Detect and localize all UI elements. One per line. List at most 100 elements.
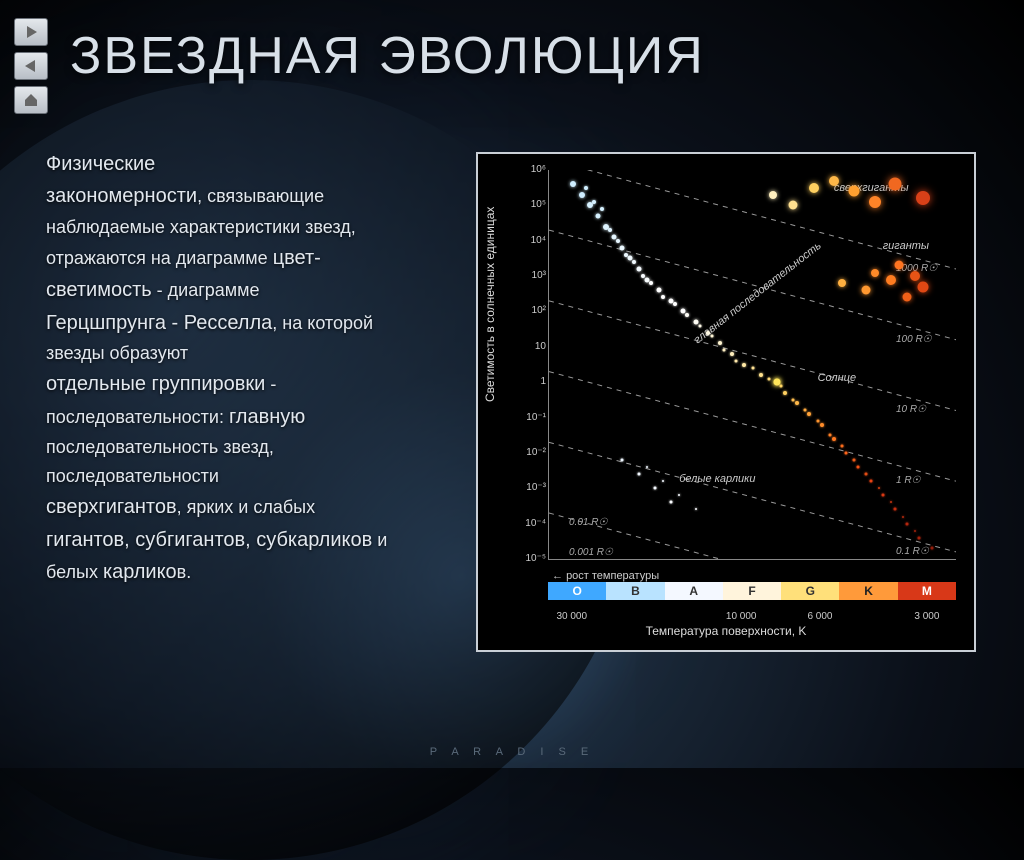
star-mainseq	[759, 373, 763, 377]
star-supergiant	[809, 183, 819, 193]
star-mainseq	[656, 288, 661, 293]
star-mainseq	[845, 451, 848, 454]
xtick: 6 000	[807, 611, 832, 622]
star-giant	[903, 293, 912, 302]
radius-label: 0.01 R☉	[569, 517, 607, 528]
star-mainseq	[930, 547, 933, 550]
region-giants: гиганты	[883, 240, 929, 252]
star-mainseq	[906, 522, 909, 525]
star-mainseq	[592, 200, 596, 204]
footer-watermark: P A R A D I S E	[430, 746, 594, 758]
radius-label: 0.1 R☉	[896, 546, 929, 557]
star-whitedwarf	[646, 466, 648, 468]
star-mainseq	[649, 281, 653, 285]
t12: последовательность звезд, последовательн…	[46, 437, 274, 486]
star-whitedwarf	[637, 473, 640, 476]
star-mainseq	[828, 434, 831, 437]
star-mainseq	[693, 320, 698, 325]
ytick: 10⁻²	[518, 447, 546, 458]
spectral-class-M: M	[898, 582, 956, 600]
star-mainseq	[685, 313, 689, 317]
star-mainseq	[902, 516, 904, 518]
star-mainseq	[636, 267, 641, 272]
star-whitedwarf	[695, 508, 697, 510]
t13: сверхгигантов	[46, 496, 177, 518]
description-text: Физические закономерности, связывающие н…	[46, 148, 426, 589]
star-mainseq	[624, 253, 628, 257]
star-mainseq	[698, 324, 701, 327]
star-giant	[862, 286, 871, 295]
star-mainseq	[661, 295, 665, 299]
ytick: 10²	[518, 305, 546, 316]
star-mainseq	[706, 331, 710, 335]
star-whitedwarf	[678, 494, 680, 496]
xtick: 10 000	[726, 611, 757, 622]
star-mainseq	[570, 181, 576, 187]
star-mainseq	[783, 391, 787, 395]
star-supergiant	[888, 178, 901, 191]
y-axis-label: Светимость в солнечных единицах	[483, 207, 497, 402]
star-mainseq	[893, 508, 896, 511]
temp-arrow-label: ← рост температуры	[552, 570, 659, 582]
radius-label: 10 R☉	[896, 404, 926, 415]
star-supergiant	[829, 176, 839, 186]
spectral-class-K: K	[839, 582, 897, 600]
star-mainseq	[608, 228, 612, 232]
star-giant	[886, 275, 896, 285]
star-mainseq	[890, 501, 892, 503]
star-mainseq	[620, 245, 625, 250]
chart-area: Светимость в солнечных единицах 1000 R☉1…	[484, 160, 968, 644]
nav-prev-button[interactable]	[14, 52, 48, 80]
region-white_dwarfs: белые карлики	[679, 473, 755, 485]
star-giant	[871, 269, 879, 277]
spectral-class-B: B	[606, 582, 664, 600]
star-supergiant	[769, 191, 777, 199]
t4: цвет-	[273, 247, 321, 269]
star-giant	[895, 261, 904, 270]
ytick: 1	[518, 376, 546, 387]
t18: в.	[177, 562, 192, 582]
ytick: 10⁻⁵	[518, 553, 546, 564]
star-mainseq	[579, 192, 585, 198]
t14: , ярких и слабых	[177, 497, 316, 517]
plot-area: 1000 R☉100 R☉10 R☉1 R☉0.1 R☉0.01 R☉0.001…	[548, 170, 956, 560]
ytick: 10	[518, 341, 546, 352]
star-mainseq	[841, 444, 844, 447]
star-mainseq	[807, 412, 811, 416]
star-mainseq	[832, 437, 836, 441]
spectral-class-bar: OBAFGKM	[548, 582, 956, 600]
star-mainseq	[723, 349, 726, 352]
star-mainseq	[616, 239, 620, 243]
ytick: 10⁻¹	[518, 412, 546, 423]
nav-controls	[14, 18, 48, 114]
spectral-class-O: O	[548, 582, 606, 600]
star-mainseq	[816, 420, 819, 423]
star-whitedwarf	[670, 501, 673, 504]
t9: отдельные группировки	[46, 373, 265, 395]
temp-arrow-text: рост температуры	[566, 570, 659, 582]
star-mainseq	[584, 186, 588, 190]
t11: главную	[229, 406, 305, 428]
hr-diagram: Светимость в солнечных единицах 1000 R☉1…	[476, 152, 976, 652]
star-mainseq	[730, 352, 734, 356]
t2: закономерности	[46, 185, 197, 207]
star-mainseq	[718, 341, 722, 345]
star-mainseq	[853, 458, 856, 461]
t7: Герцшпрунга - Ресселла	[46, 312, 272, 334]
star-giant	[918, 281, 929, 292]
ytick: 10³	[518, 270, 546, 281]
ytick: 10⁻⁴	[518, 518, 546, 529]
star-whitedwarf	[662, 480, 664, 482]
star-mainseq	[914, 530, 916, 532]
radius-label: 100 R☉	[896, 334, 932, 345]
t5: светимость	[46, 279, 152, 301]
star-mainseq	[865, 473, 868, 476]
nav-home-button[interactable]	[14, 86, 48, 114]
t17: карлико	[103, 561, 177, 583]
star-mainseq	[742, 363, 746, 367]
star-mainseq	[795, 401, 799, 405]
star-whitedwarf	[653, 487, 656, 490]
star-mainseq	[792, 398, 795, 401]
nav-play-button[interactable]	[14, 18, 48, 46]
spectral-class-A: A	[665, 582, 723, 600]
